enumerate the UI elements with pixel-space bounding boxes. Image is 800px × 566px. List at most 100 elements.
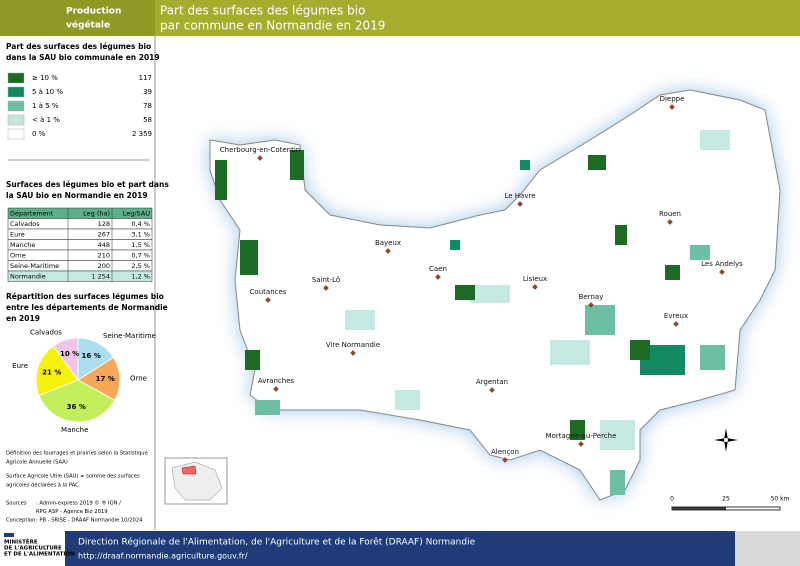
city-marker — [719, 269, 725, 275]
city-label: Rouen — [659, 210, 681, 218]
city-label: Bayeux — [375, 239, 401, 247]
legend-label: < à 1 % — [32, 116, 60, 124]
city-marker — [667, 219, 673, 225]
table-title: Surfaces des légumes bio et part dans — [6, 180, 169, 189]
note: Agricole Annuelle (SAA) — [6, 460, 68, 466]
source-value: : PB - SRISE - DRAAF Normandie 10/2024 — [36, 518, 143, 524]
table-cell: Calvados — [10, 220, 40, 228]
city-label: Lisieux — [523, 275, 547, 283]
city-label: Mortagne-au-Perche — [546, 432, 617, 440]
city-marker — [257, 155, 263, 161]
city-marker — [323, 285, 329, 291]
pie-title: Répartition des surfaces légumes bio — [6, 292, 164, 301]
table-header: Leg (ha) — [83, 209, 110, 217]
city-label: Les Andelys — [701, 260, 743, 268]
pie-value-label: 17 % — [96, 375, 115, 383]
legend-label: 1 à 5 % — [32, 102, 59, 110]
table-header: Département — [10, 209, 54, 217]
table-row — [7, 228, 153, 240]
city-marker — [669, 104, 675, 110]
city-marker — [502, 457, 508, 463]
table-row — [7, 249, 153, 261]
city-label: Vire Normandie — [326, 341, 380, 349]
legend-title: Part des surfaces des légumes bio — [6, 42, 151, 51]
table-cell: 1,2 % — [131, 272, 150, 280]
city-label: Avranches — [258, 377, 295, 385]
pie-slice — [77, 356, 121, 401]
source-key: Conception — [6, 518, 35, 524]
pie-title: en 2019 — [6, 314, 40, 323]
legend-count: 58 — [143, 116, 152, 124]
pie-slice — [38, 379, 116, 423]
city-marker — [385, 248, 391, 254]
footer-deco — [735, 531, 800, 566]
theme: Production — [66, 7, 121, 17]
legend-swatch — [7, 128, 25, 140]
table-row — [7, 270, 153, 282]
table-cell: 3,1 % — [131, 230, 150, 238]
city-label: Bernay — [579, 293, 604, 301]
city-marker — [273, 386, 279, 392]
legend-swatch — [7, 72, 25, 84]
theme-box — [0, 0, 155, 36]
table-cell: 200 — [98, 262, 110, 270]
inset-map — [164, 457, 228, 505]
pie-value-label: 16 % — [82, 352, 101, 360]
table-cell: 2,5 % — [131, 262, 150, 270]
table-cell: 0,7 % — [131, 251, 150, 259]
note: agricoles déclarées à la PAC — [6, 482, 79, 489]
flag — [4, 533, 14, 537]
table-cell: Normandie — [10, 272, 46, 280]
class-1-5 — [255, 245, 725, 495]
table-cell: 128 — [98, 220, 110, 228]
city-marker — [350, 350, 356, 356]
map: 0 25 50 km — [164, 89, 790, 511]
city-label: Caen — [429, 265, 447, 273]
city-label: Le Havre — [504, 192, 535, 200]
city-marker — [489, 387, 495, 393]
ministry: MINISTÈRE — [4, 538, 38, 546]
pie-title: entre les départements de Normandie — [6, 303, 168, 312]
legend-label: 5 à 10 % — [32, 88, 63, 96]
pie-category: Calvados — [30, 328, 62, 336]
footer-text: Direction Régionale de l'Alimentation, d… — [78, 537, 476, 548]
city-label: Argentan — [476, 378, 508, 386]
scale-label: 50 km — [771, 496, 790, 503]
city-label: Saint-Lô — [312, 276, 340, 284]
pie-value-label: 21 % — [42, 368, 61, 376]
table-cell: 210 — [98, 251, 110, 259]
footer-link: http://draaf.normandie.agriculture.gouv.… — [78, 552, 248, 561]
ministry: ET DE L'ALIMENTATION — [4, 552, 75, 558]
city-label: Cherbourg-en-Cotentin — [220, 146, 300, 154]
pie-category: Manche — [61, 426, 88, 434]
class-ge10 — [215, 150, 680, 440]
pie-slice — [52, 337, 79, 382]
compass — [714, 428, 738, 452]
scale-bar — [671, 506, 781, 511]
pie-value-label: 36 % — [67, 403, 86, 411]
class-lt1 — [345, 130, 730, 450]
city-marker — [673, 321, 679, 327]
legend-swatch — [7, 100, 25, 112]
city-marker — [532, 284, 538, 290]
scale-label: 25 — [722, 496, 730, 503]
table-cell: 0,4 % — [131, 220, 150, 228]
ministry: DE L'AGRICULTURE — [4, 546, 62, 552]
legend-swatch — [7, 114, 25, 126]
title: Part des surfaces des légumes bio — [160, 4, 365, 18]
table-cell: Eure — [10, 230, 25, 238]
city-marker — [517, 201, 523, 207]
legend-swatch — [7, 86, 25, 98]
pie-category: Seine-Maritime — [103, 332, 156, 340]
note: Définition des fourrages et prairies sel… — [6, 450, 148, 457]
pie-slice — [35, 345, 79, 396]
legend-count: 39 — [143, 88, 152, 96]
source-value: : Admin-express 2019 © ® IGN / — [36, 500, 121, 507]
city-marker — [265, 297, 271, 303]
table-cell: 1,5 % — [131, 241, 150, 249]
legend-label: ≥ 10 % — [32, 74, 58, 82]
table-cell: 1 254 — [91, 272, 110, 280]
pie-category: Orne — [130, 374, 147, 382]
city-label: Alençon — [491, 448, 519, 456]
